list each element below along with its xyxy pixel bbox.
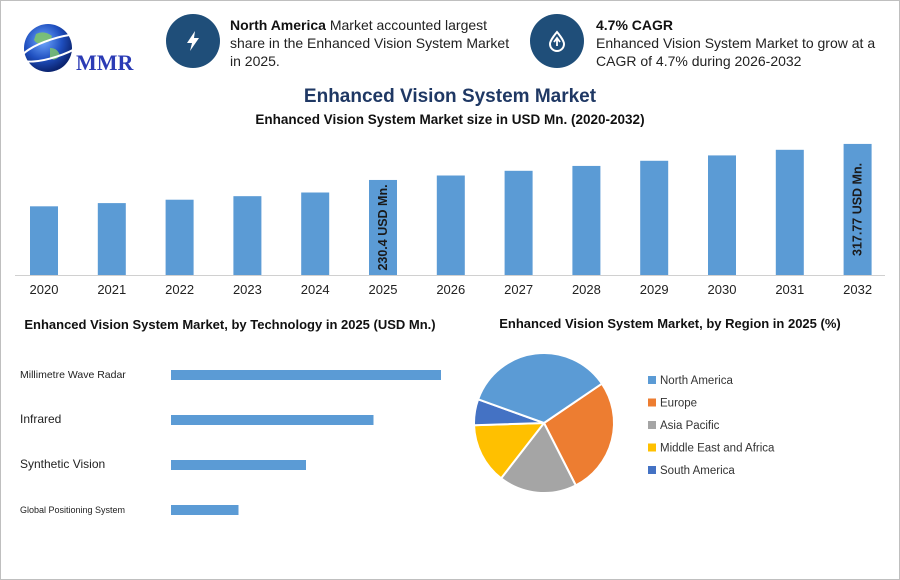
x-tick-label: 2025 (369, 282, 398, 297)
bar-2026 (436, 175, 465, 275)
bar-2023 (233, 196, 262, 275)
info-card-text: Market accounted largest share in the En… (230, 17, 510, 69)
info-card-cagr: 4.7% CAGR Enhanced Vision System Market … (596, 16, 886, 70)
x-tick-label: 2024 (301, 282, 330, 297)
bar-2027 (504, 170, 533, 275)
x-tick-label: 2029 (640, 282, 669, 297)
technology-chart-title: Enhanced Vision System Market, by Techno… (24, 317, 436, 332)
bar-2029 (640, 160, 669, 275)
legend-swatch (648, 421, 656, 429)
x-tick-label: 2021 (97, 282, 126, 297)
lightning-bolt-icon (166, 14, 220, 68)
bar-2021 (97, 203, 126, 275)
legend-label: Asia Pacific (660, 420, 720, 432)
legend-swatch (648, 443, 656, 452)
info-card-bold: 4.7% CAGR (596, 17, 674, 33)
bar-2032 (843, 143, 872, 275)
legend-label: Europe (660, 398, 697, 410)
bar-2031 (775, 149, 804, 275)
slice-north-america (476, 352, 604, 425)
x-tick-label: 2026 (436, 282, 465, 297)
bar-2024 (301, 192, 330, 275)
bar-data-label: 230.4 USD Mn. (376, 184, 390, 270)
legend-swatch (648, 398, 656, 407)
bar-chart-title: Enhanced Vision System Market size in US… (255, 112, 645, 127)
x-tick-label: 2022 (165, 282, 194, 297)
region-pie-chart: North America Europe Asia Pacific Middle Ea… (473, 352, 775, 494)
growth-drop-icon (530, 14, 584, 68)
x-tick-label: 2023 (233, 282, 262, 297)
bar-data-label: 317.77 USD Mn. (851, 163, 865, 256)
x-tick-label: 2027 (504, 282, 533, 297)
legend-label: North America (660, 375, 733, 387)
legend-swatch (648, 376, 656, 384)
bar-2030 (708, 155, 736, 275)
legend-label: South America (660, 465, 735, 477)
main-title: Enhanced Vision System Market (303, 86, 597, 107)
technology-bar-chart: Millimetre Wave Radar Infrared Synthetic V… (20, 369, 441, 515)
bar-2020 (30, 206, 58, 275)
category-label: Global Positioning System (20, 505, 125, 515)
x-tick-label: 2030 (708, 282, 737, 297)
slice-middle-east-and-africa (473, 421, 547, 480)
category-label: Synthetic Vision (20, 457, 105, 471)
market-size-bar-chart: 2020 2021 2022 2023 2024 2025 2026 2027 2028 2029… (15, 143, 885, 297)
mmr-logo: MMR (20, 24, 135, 75)
bar-synthetic-vision (171, 460, 306, 470)
bar-2025 (369, 179, 397, 275)
category-label: Infrared (20, 412, 61, 426)
slice-europe (542, 382, 615, 487)
bar-millimetre-wave-radar (171, 370, 441, 380)
x-tick-label: 2032 (843, 282, 872, 297)
bar-global-positioning-system (171, 505, 239, 515)
slice-asia-pacific (499, 421, 578, 494)
x-tick-label: 2031 (775, 282, 804, 297)
x-tick-label: 2020 (30, 282, 59, 297)
region-chart-title: Enhanced Vision System Market, by Region… (499, 316, 841, 331)
info-card-north-america: North America Market accounted largest s… (230, 16, 520, 70)
bar-infrared (171, 415, 374, 425)
bar-2028 (572, 165, 601, 275)
info-card-bold: North America (230, 17, 326, 33)
x-tick-label: 2028 (572, 282, 601, 297)
legend-label: Middle East and Africa (660, 443, 775, 455)
info-card-text: Enhanced Vision System Market to grow at… (596, 35, 876, 69)
bar-2022 (165, 199, 194, 275)
logo-text: MMR (76, 50, 135, 75)
legend-swatch (648, 466, 656, 474)
category-label: Millimetre Wave Radar (20, 369, 126, 381)
